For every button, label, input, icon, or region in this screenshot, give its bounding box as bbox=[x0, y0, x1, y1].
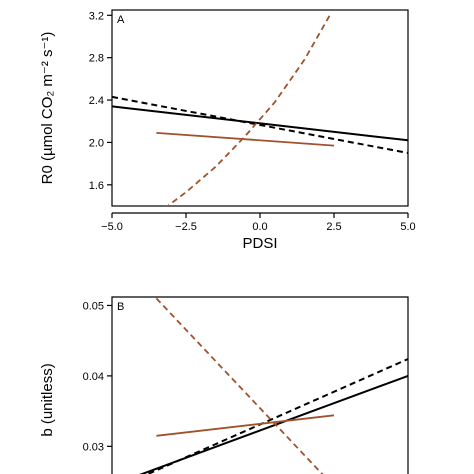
panel-a-x-tick-label: 5.0 bbox=[400, 221, 415, 233]
panel-a-series-black-dashed bbox=[112, 95, 408, 154]
panel-a-frame bbox=[111, 9, 409, 207]
panel-b-series-brown-solid bbox=[156, 414, 335, 437]
panel-a-y-tick-label: 2.8 bbox=[89, 53, 104, 65]
panel-a-series-black-solid bbox=[112, 105, 408, 142]
panel-b-y-tick-label: 0.04 bbox=[83, 371, 104, 383]
panel-a-y-axis-title: R0 (µmol CO₂ m⁻² s⁻¹) bbox=[39, 32, 56, 185]
panel-a-x-tick-label: −5.0 bbox=[101, 221, 123, 233]
panel-b: b (unitless) B 0.03 0.04 0.05 bbox=[39, 296, 409, 474]
panel-b-y-tick-label: 0.03 bbox=[83, 441, 104, 453]
panel-b-series-black-dashed bbox=[145, 358, 408, 474]
panel-b-label: B bbox=[117, 301, 124, 313]
panel-a-y-tick-label: 1.6 bbox=[89, 180, 104, 192]
panel-a-y-tick-label: 2.4 bbox=[89, 95, 104, 107]
panel-a-x-axis-title: PDSI bbox=[242, 235, 277, 252]
panel-b-series-brown-dashed bbox=[155, 297, 324, 474]
panel-a-y-tick-label: 2.0 bbox=[89, 137, 104, 149]
panel-a-x-tick-label: 0.0 bbox=[252, 221, 267, 233]
panel-a-series-brown-dashed bbox=[166, 12, 332, 206]
panel-a-x-tick-label: −2.5 bbox=[175, 221, 197, 233]
panel-a: R0 (µmol CO₂ m⁻² s⁻¹) PDSI A 1.6 2.0 2.4 2.8… bbox=[39, 9, 416, 252]
panel-b-y-axis-title: b (unitless) bbox=[39, 363, 56, 436]
panel-a-y-tick-label: 3.2 bbox=[89, 10, 104, 22]
panel-b-series-black-solid bbox=[139, 374, 408, 474]
panel-a-x-tick-label: 2.5 bbox=[326, 221, 341, 233]
panel-a-series-brown-solid bbox=[156, 132, 335, 147]
panel-b-frame bbox=[111, 296, 409, 474]
panel-b-y-tick-label: 0.05 bbox=[83, 300, 104, 312]
panel-a-label: A bbox=[117, 14, 125, 26]
